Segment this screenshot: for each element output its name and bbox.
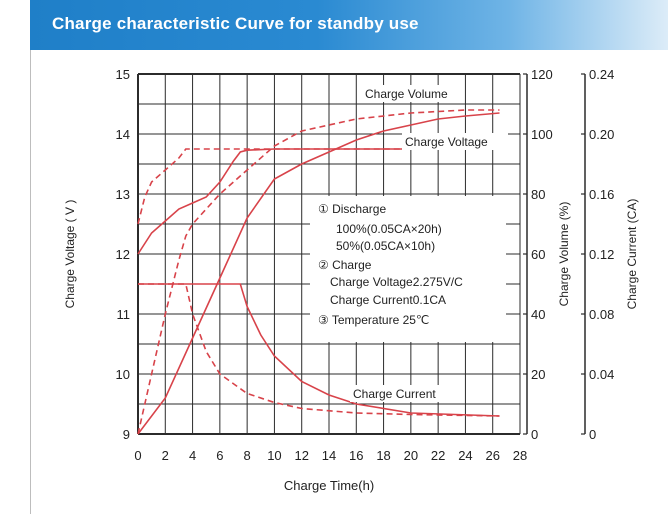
- annotation-line: 100%(0.05CA×20h): [336, 222, 442, 236]
- x-tick-label: 2: [162, 448, 169, 463]
- x-tick-label: 28: [513, 448, 527, 463]
- y-voltage-tick-label: 10: [116, 367, 130, 382]
- y-current-tick-label: 0.20: [589, 127, 614, 142]
- curve-label-volume: Charge Volume: [365, 87, 448, 101]
- y-voltage-tick-label: 11: [117, 307, 131, 322]
- curve-label-volume-bg: [362, 85, 458, 102]
- series-line-current-dashed: [138, 283, 500, 417]
- y-voltage-tick-label: 9: [123, 427, 130, 442]
- annotation-box: [310, 196, 506, 342]
- x-tick-label: 0: [134, 448, 141, 463]
- y-volume-tick-label: 80: [531, 187, 545, 202]
- y-voltage-tick-label: 12: [116, 247, 130, 262]
- y-volume-tick-label: 0: [531, 427, 538, 442]
- curve-label-current: Charge Current: [353, 387, 436, 401]
- curve-label-voltage: Charge Voltage: [405, 135, 488, 149]
- y-volume-tick-label: 40: [531, 307, 545, 322]
- x-tick-label: 24: [458, 448, 472, 463]
- x-tick-label: 26: [485, 448, 499, 463]
- x-tick-label: 10: [267, 448, 281, 463]
- y-current-tick-label: 0.08: [589, 307, 614, 322]
- y-current-tick-label: 0.04: [589, 367, 614, 382]
- annotation-line: ② Charge: [318, 258, 372, 272]
- y-volume-tick-label: 60: [531, 247, 545, 262]
- x-tick-label: 18: [376, 448, 390, 463]
- x-tick-label: 6: [216, 448, 223, 463]
- y-volume-tick-label: 120: [531, 67, 553, 82]
- y-voltage-tick-label: 14: [116, 127, 130, 142]
- frame-border: [30, 50, 31, 514]
- y-voltage-axis-title: Charge Voltage ( V ): [63, 200, 77, 309]
- series-line-voltage-dashed: [137, 148, 500, 225]
- annotation-line: 50%(0.05CA×10h): [336, 239, 435, 253]
- x-tick-label: 20: [404, 448, 418, 463]
- series-line-volume-dashed: [137, 109, 500, 435]
- annotation-line: Charge Voltage2.275V/C: [330, 275, 463, 289]
- y-volume-axis-title: Charge Volume (%): [557, 202, 571, 307]
- y-volume-tick-label: 20: [531, 367, 545, 382]
- series-line-voltage-solid: [137, 148, 500, 255]
- curve-label-voltage-bg: [402, 133, 508, 150]
- y-voltage-tick-label: 13: [116, 187, 130, 202]
- y-voltage-tick-label: 15: [116, 67, 130, 82]
- y-current-tick-label: 0.12: [589, 247, 614, 262]
- x-tick-label: 4: [189, 448, 196, 463]
- x-tick-label: 22: [431, 448, 445, 463]
- y-volume-tick-label: 100: [531, 127, 553, 142]
- header-bar: [30, 0, 668, 50]
- y-current-tick-label: 0.16: [589, 187, 614, 202]
- curve-label-current-bg: [350, 385, 456, 402]
- x-tick-label: 8: [244, 448, 251, 463]
- y-current-tick-label: 0.24: [589, 67, 614, 82]
- x-tick-label: 12: [294, 448, 308, 463]
- x-tick-label: 16: [349, 448, 363, 463]
- x-axis-title: Charge Time(h): [284, 478, 374, 493]
- annotation-line: ③ Temperature 25℃: [318, 313, 429, 327]
- y-current-axis-title: Charge Current (CA): [625, 199, 639, 310]
- x-tick-label: 14: [322, 448, 336, 463]
- chart-title: Charge characteristic Curve for standby …: [52, 14, 419, 33]
- y-current-tick-label: 0: [589, 427, 596, 442]
- annotation-line: Charge Current0.1CA: [330, 293, 446, 307]
- series-line-current-solid: [138, 283, 500, 417]
- annotation-line: ① Discharge: [318, 202, 386, 216]
